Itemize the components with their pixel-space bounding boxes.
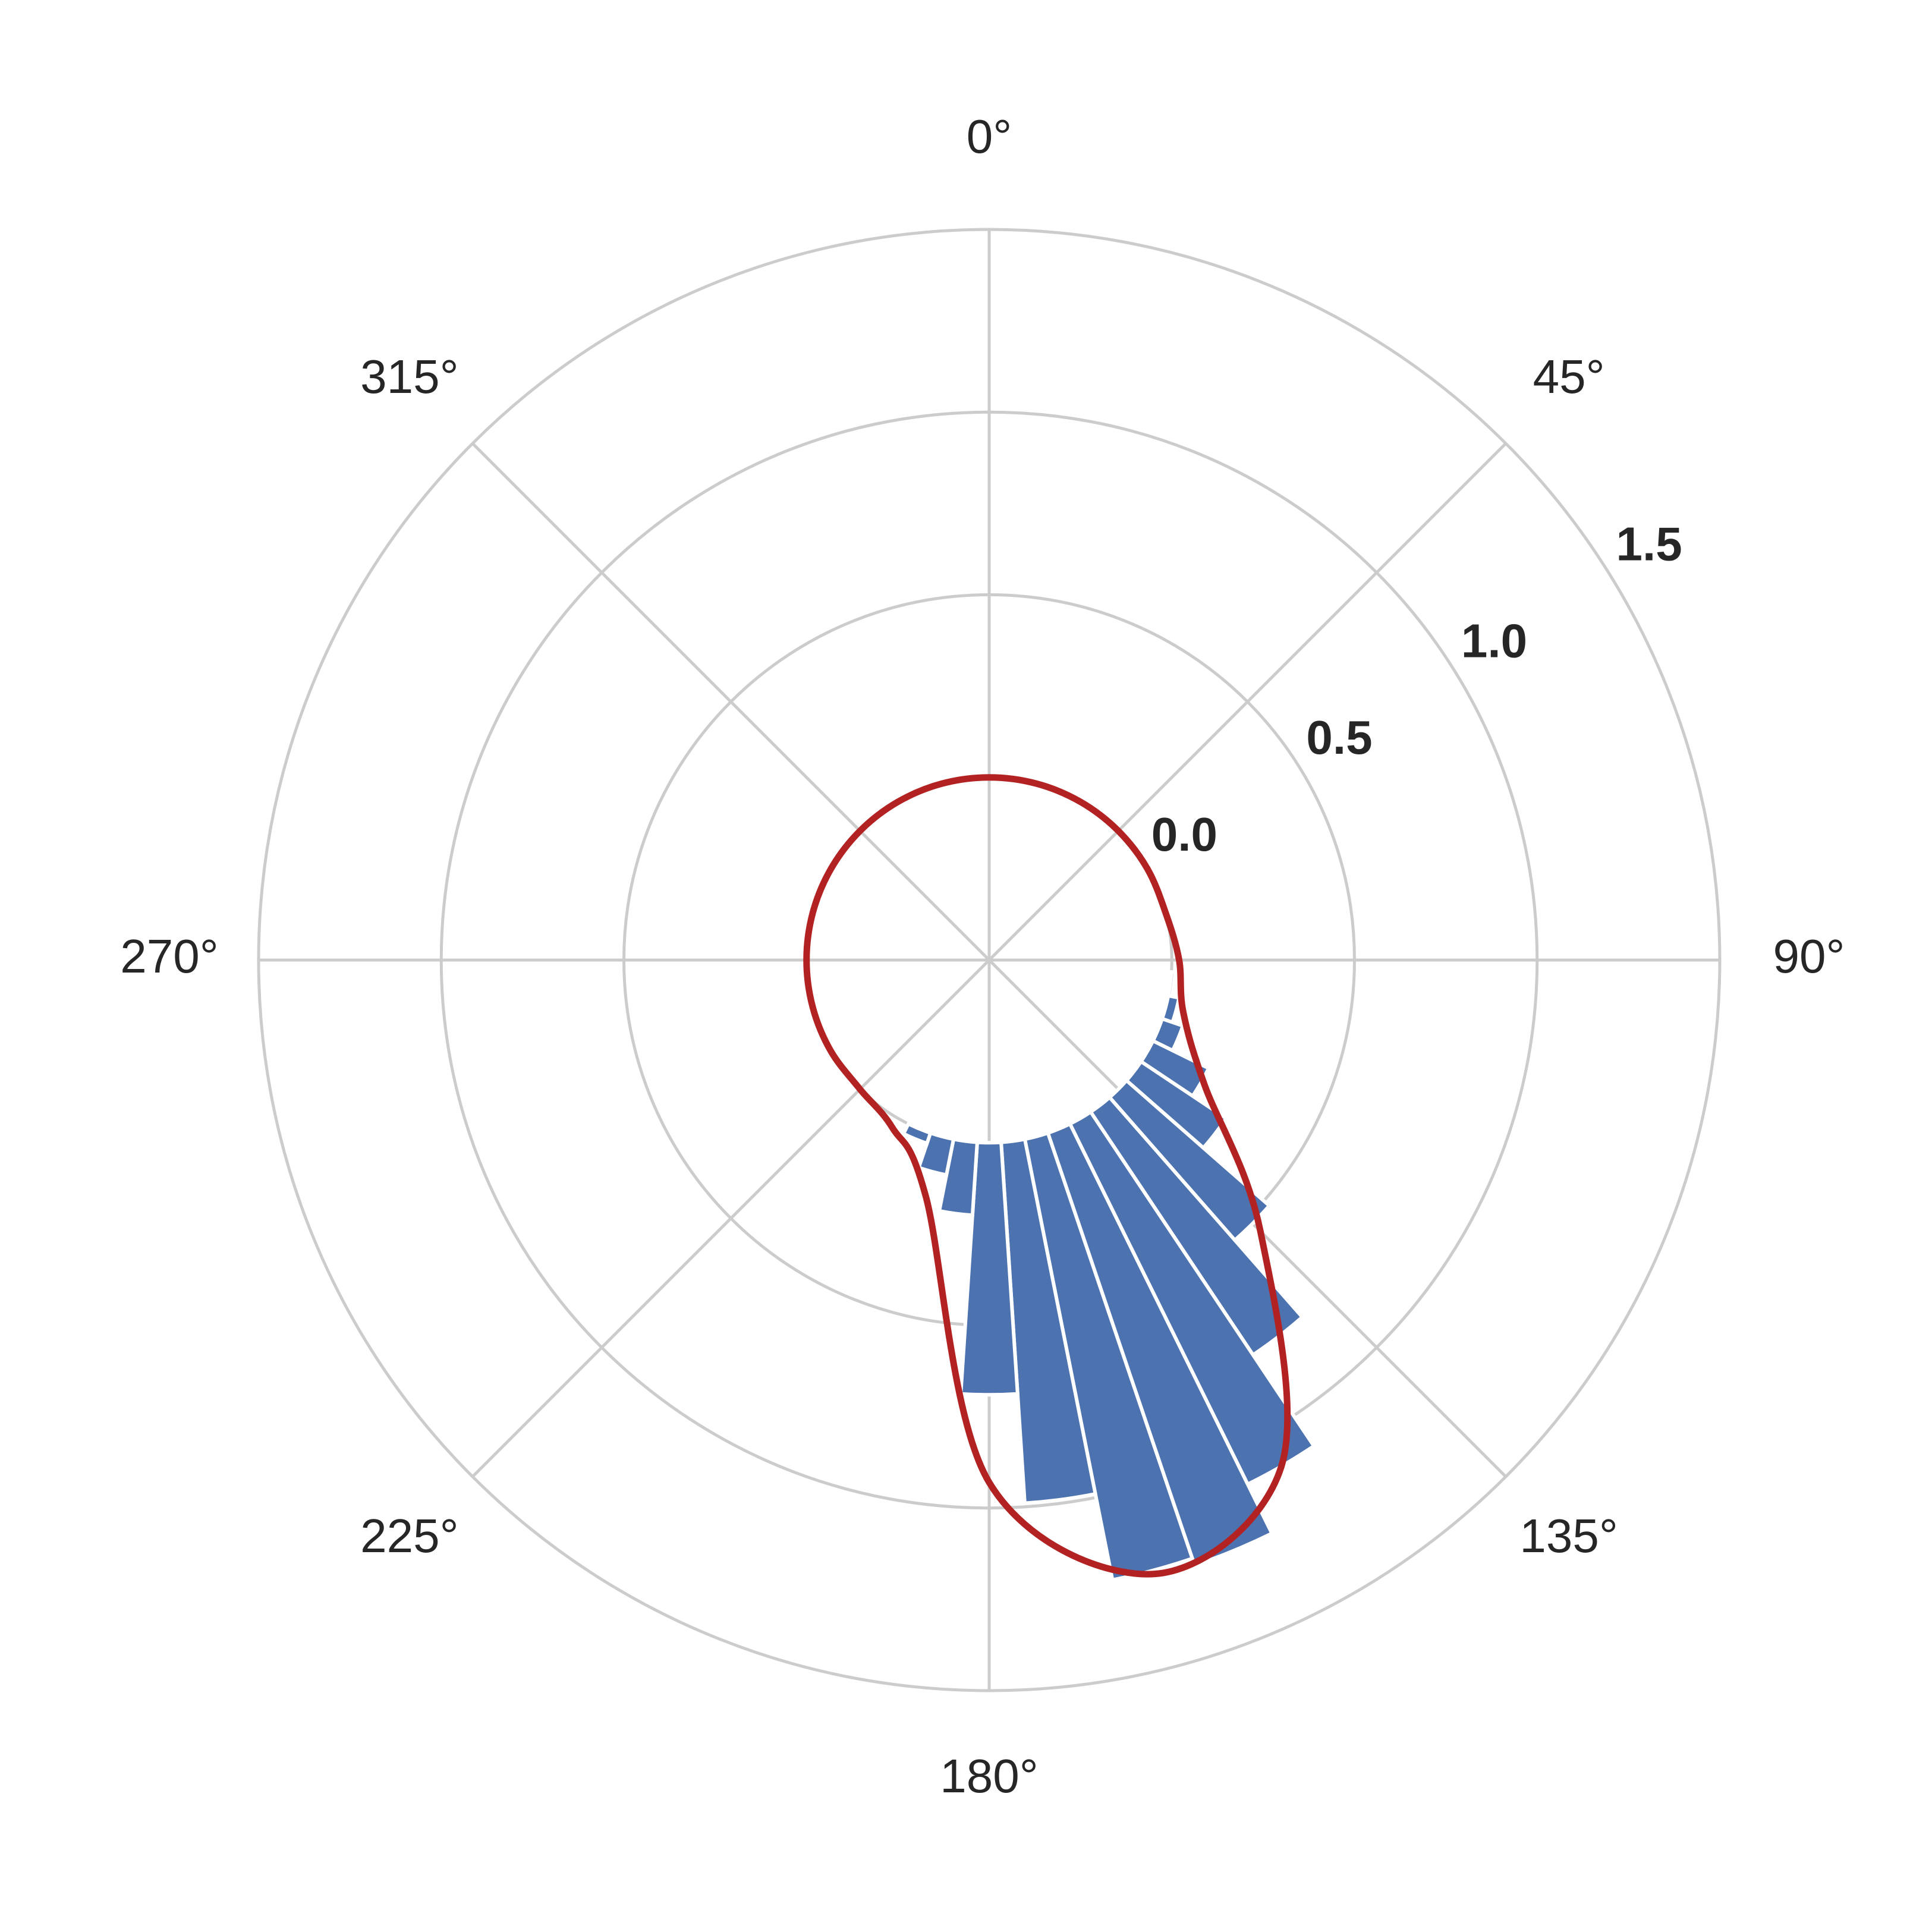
grid <box>257 228 1722 1692</box>
theta-tick-label: 0° <box>967 110 1012 163</box>
r-tick-label: 1.0 <box>1461 614 1527 667</box>
grid-spoke <box>471 959 990 1478</box>
bar <box>937 1137 980 1217</box>
bars <box>901 970 1317 1582</box>
r-tick-label: 0.0 <box>1151 808 1217 861</box>
theta-tick-label: 270° <box>120 930 218 983</box>
theta-tick-label: 180° <box>940 1750 1038 1802</box>
labels: 0.0 0.5 1.0 1.5 0° 45° 90° 135° 180° 225° 270° 315° <box>120 110 1845 1802</box>
bar <box>901 1121 933 1146</box>
theta-tick-label: 90° <box>1773 930 1845 983</box>
line-layer <box>803 774 1291 1578</box>
bar <box>999 1137 1098 1505</box>
theta-tick-label: 315° <box>360 350 458 403</box>
theta-tick-label: 135° <box>1519 1509 1618 1562</box>
grid-spoke <box>988 442 1507 961</box>
bar <box>1022 1131 1195 1582</box>
theta-tick-label: 45° <box>1533 350 1605 403</box>
grid-spoke <box>471 442 990 961</box>
theta-tick-label: 225° <box>360 1509 458 1562</box>
bar <box>1166 970 1177 999</box>
r-tick-label: 1.5 <box>1616 517 1682 570</box>
r-tick-label: 0.5 <box>1306 711 1372 764</box>
density-line <box>803 774 1291 1578</box>
